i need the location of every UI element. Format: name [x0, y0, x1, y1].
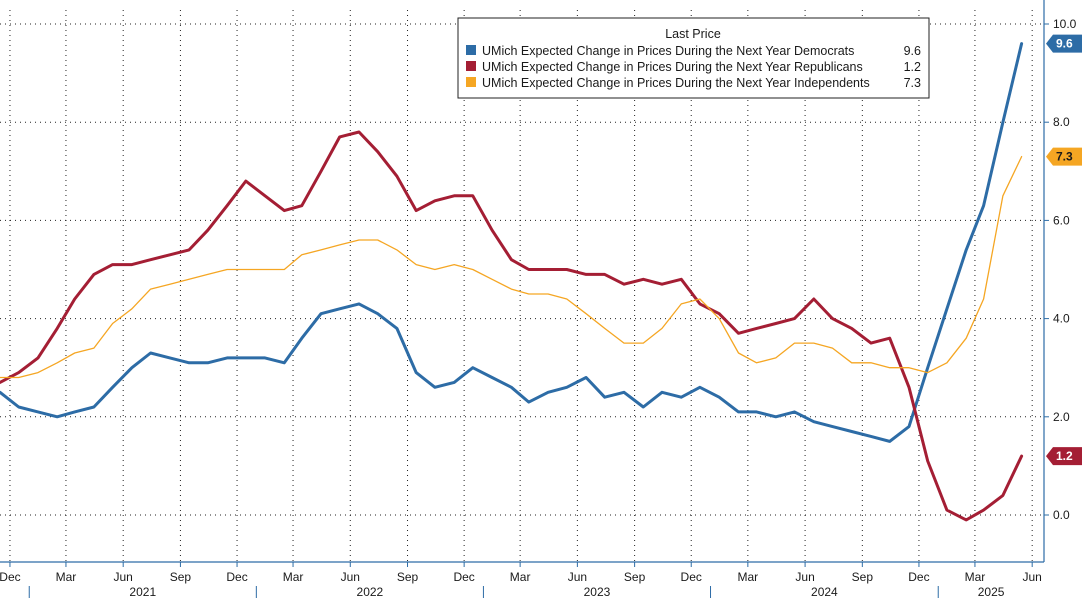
x-tick-label: Sep: [170, 570, 192, 584]
legend-series-name: UMich Expected Change in Prices During t…: [482, 76, 870, 90]
legend-series-name: UMich Expected Change in Prices During t…: [482, 44, 854, 58]
last-price-tag: [1046, 447, 1082, 466]
legend-swatch: [466, 61, 476, 71]
legend-swatch: [466, 77, 476, 87]
y-tick-label: 4.0: [1053, 312, 1070, 326]
last-price-tag-label: 1.2: [1056, 449, 1073, 463]
x-tick-label: Dec: [908, 570, 929, 584]
gridlines: [0, 10, 1044, 562]
x-tick-label: Mar: [283, 570, 304, 584]
x-tick-label: Dec: [0, 570, 21, 584]
x-tick-label: Jun: [114, 570, 133, 584]
legend-box: [457, 17, 930, 99]
series-lines: [0, 42, 1024, 522]
last-price-tag: [1046, 34, 1082, 53]
x-tick-label: Jun: [795, 570, 814, 584]
last-price-tag-label: 9.6: [1056, 37, 1073, 51]
x-year-label: 2021: [129, 585, 156, 598]
x-tick-label: Sep: [852, 570, 874, 584]
legend-title: Last Price: [665, 27, 721, 41]
last-price-tag-label: 7.3: [1056, 150, 1073, 164]
x-tick-label: Jun: [568, 570, 587, 584]
legend-series-value: 9.6: [904, 44, 921, 58]
x-tick-label: Sep: [624, 570, 646, 584]
x-year-label: 2022: [357, 585, 384, 598]
series-line: [0, 42, 1024, 443]
y-tick-label: 2.0: [1053, 410, 1070, 424]
y-tick-label: 10.0: [1053, 17, 1077, 31]
x-tick-label: Mar: [56, 570, 77, 584]
last-price-tag: [1046, 147, 1082, 166]
y-tick-label: 6.0: [1053, 213, 1070, 227]
x-tick-label: Mar: [510, 570, 531, 584]
legend-series-name: UMich Expected Change in Prices During t…: [482, 60, 863, 74]
legend-swatch: [466, 45, 476, 55]
y-tick-label: 8.0: [1053, 115, 1070, 129]
series-line: [0, 130, 1024, 522]
x-tick-label: Dec: [453, 570, 474, 584]
series-line: [0, 155, 1023, 379]
x-year-label: 2023: [584, 585, 611, 598]
legend: Last Price UMich Expected Change in Price…: [457, 17, 930, 99]
x-tick-label: Dec: [226, 570, 247, 584]
last-price-tags: 9.6 1.2 7.3: [1046, 34, 1082, 466]
legend-series-value: 1.2: [904, 60, 921, 74]
x-year-label: 2024: [811, 585, 838, 598]
x-tick-label: Dec: [681, 570, 702, 584]
x-tick-label: Jun: [1022, 570, 1041, 584]
x-year-label: 2025: [978, 585, 1005, 598]
x-tick-label: Sep: [397, 570, 419, 584]
x-tick-label: Mar: [965, 570, 986, 584]
x-tick-label: Mar: [738, 570, 759, 584]
y-tick-label: 0.0: [1053, 508, 1070, 522]
x-tick-label: Jun: [341, 570, 360, 584]
legend-series-value: 7.3: [904, 76, 921, 90]
